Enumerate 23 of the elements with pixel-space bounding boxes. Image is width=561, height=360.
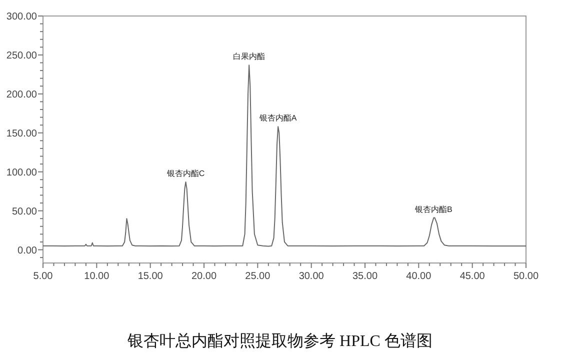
y-tick-label: 150.00 xyxy=(6,128,38,140)
x-tick-label: 50.00 xyxy=(513,271,539,282)
y-tick-label: 250.00 xyxy=(6,50,38,62)
x-tick-label: 45.00 xyxy=(460,271,486,282)
x-tick-label: 10.00 xyxy=(84,271,110,282)
y-tick-label: 100.00 xyxy=(6,167,38,178)
x-tick-label: 30.00 xyxy=(298,271,324,282)
annotation: 银杏内酯C xyxy=(166,168,205,178)
x-tick-label: 5.00 xyxy=(33,271,54,282)
annotation: 银杏内酯B xyxy=(414,204,452,214)
y-tick-label: 50.00 xyxy=(12,206,38,218)
x-tick-label: 25.00 xyxy=(245,271,271,282)
annotation: 白果内酯 xyxy=(233,52,266,62)
y-tick-label: 300.00 xyxy=(6,12,38,22)
y-tick-label: 200.00 xyxy=(6,89,38,100)
annotation: 银杏内酯A xyxy=(258,114,298,123)
x-tick-label: 20.00 xyxy=(191,271,217,282)
line-series xyxy=(42,64,526,247)
x-tick-label: 40.00 xyxy=(406,271,432,282)
y-tick-label: 0.00 xyxy=(18,245,38,256)
x-tick-label: 15.00 xyxy=(138,271,164,282)
text: 银杏叶总内酯对照提取物参考 HPLC 色谱图 xyxy=(126,332,432,350)
x-tick-label: 35.00 xyxy=(352,271,378,282)
